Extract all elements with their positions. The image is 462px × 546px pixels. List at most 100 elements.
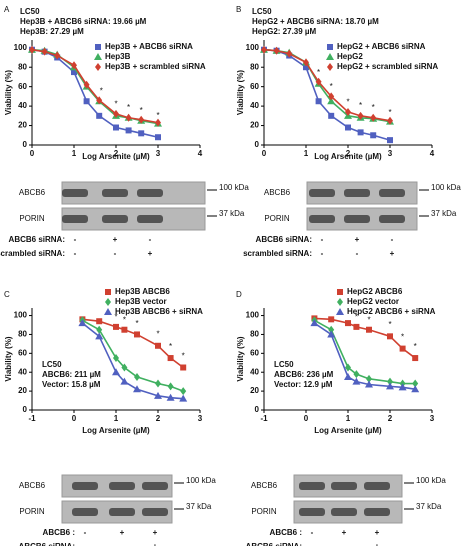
y-tick-label: 100 — [14, 311, 28, 320]
significance-mark: * — [388, 108, 391, 117]
legend-label: HepG2 ABCB6 + siRNA — [347, 307, 436, 316]
legend-label: Hep3B ABCB6 + siRNA — [115, 307, 203, 316]
marker — [261, 45, 267, 54]
x-tick-label: 0 — [262, 149, 267, 158]
marker — [303, 64, 309, 71]
marker — [365, 380, 373, 388]
marker — [345, 363, 351, 372]
x-tick-label: 2 — [114, 149, 119, 158]
lc50-text: Vector: 12.9 µM — [274, 380, 333, 389]
marker — [310, 319, 319, 327]
row-label: ABCB6 siRNA: — [246, 542, 302, 546]
blot-band — [344, 215, 370, 223]
y-tick-label: 40 — [250, 367, 259, 376]
marker — [83, 98, 90, 105]
significance-mark: * — [367, 315, 370, 324]
y-tick-label: 80 — [18, 62, 27, 71]
blot-band — [72, 482, 98, 490]
panel-letter: B — [236, 5, 241, 14]
band-label: PORIN — [19, 214, 45, 223]
lane-sign: - — [121, 542, 124, 546]
lc50-text: Hep3B: 27.29 µM — [20, 27, 84, 36]
lane-sign: - — [311, 542, 314, 546]
significance-mark: * — [359, 101, 362, 110]
significance-mark: * — [330, 82, 333, 91]
marker — [155, 342, 161, 349]
legend-label: Hep3B vector — [115, 297, 167, 306]
y-tick-label: 80 — [250, 62, 259, 71]
blot-band — [364, 508, 390, 516]
legend-label: HepG2 ABCB6 — [347, 287, 403, 296]
band-label: PORIN — [264, 214, 290, 223]
marker — [337, 298, 343, 306]
row-label: ABCB6 siRNA: — [256, 235, 312, 244]
size-marker: 37 kDa — [416, 502, 442, 511]
lane-sign: + — [153, 528, 158, 537]
size-marker: 37 kDa — [186, 502, 212, 511]
marker — [166, 393, 175, 401]
significance-mark: * — [100, 87, 103, 96]
significance-mark: * — [169, 342, 172, 351]
marker — [83, 80, 90, 89]
size-marker: 100 kDa — [186, 476, 216, 485]
y-tick-label: 0 — [255, 140, 260, 149]
band-label: PORIN — [19, 507, 45, 516]
y-axis-label: Viability (%) — [236, 70, 245, 116]
x-tick-label: -1 — [28, 414, 36, 423]
blot-band — [309, 189, 335, 197]
marker — [96, 112, 103, 119]
size-marker: 37 kDa — [219, 209, 245, 218]
marker — [96, 96, 103, 105]
marker — [95, 44, 101, 50]
blot-band — [142, 482, 168, 490]
y-tick-label: 0 — [255, 405, 260, 414]
row-label: ABCB6 : — [43, 528, 75, 537]
lane-sign: + — [153, 542, 158, 546]
marker — [411, 385, 420, 393]
marker — [353, 370, 360, 379]
lane-sign: + — [113, 235, 118, 244]
size-marker: 37 kDa — [431, 209, 457, 218]
marker — [344, 372, 352, 380]
lc50-text: LC50 — [274, 360, 294, 369]
marker — [78, 319, 87, 327]
marker — [94, 53, 102, 60]
marker — [337, 289, 343, 295]
marker — [328, 325, 335, 334]
y-tick-label: 60 — [250, 82, 259, 91]
y-tick-label: 0 — [23, 140, 28, 149]
marker — [29, 45, 35, 54]
marker — [121, 363, 128, 372]
x-tick-label: 0 — [30, 149, 35, 158]
series-line — [263, 48, 391, 141]
size-marker: 100 kDa — [416, 476, 446, 485]
y-tick-label: 100 — [246, 43, 260, 52]
lc50-text: HepG2 + ABCB6 siRNA: 18.70 µM — [252, 17, 379, 26]
marker — [357, 111, 364, 120]
blot-band — [62, 189, 88, 197]
marker — [328, 316, 335, 323]
marker — [328, 92, 335, 101]
significance-mark: * — [355, 313, 358, 322]
marker — [125, 127, 132, 134]
marker — [155, 134, 161, 141]
band-label: ABCB6 — [251, 481, 278, 490]
marker — [155, 379, 161, 388]
marker — [180, 364, 187, 371]
blot-band — [102, 215, 128, 223]
lane-sign: - — [343, 542, 346, 546]
band-label: ABCB6 — [264, 188, 291, 197]
lane-sign: - — [84, 542, 87, 546]
marker — [273, 46, 280, 55]
y-tick-label: 60 — [18, 82, 27, 91]
marker — [412, 355, 419, 362]
significance-mark: * — [123, 315, 126, 324]
marker — [315, 98, 322, 105]
marker — [326, 53, 334, 60]
y-tick-label: 40 — [18, 367, 27, 376]
panel-letter: A — [4, 5, 10, 14]
legend-label: HepG2 + scrambled siRNA — [337, 62, 438, 71]
row-label: ABCB6 siRNA: — [19, 542, 75, 546]
